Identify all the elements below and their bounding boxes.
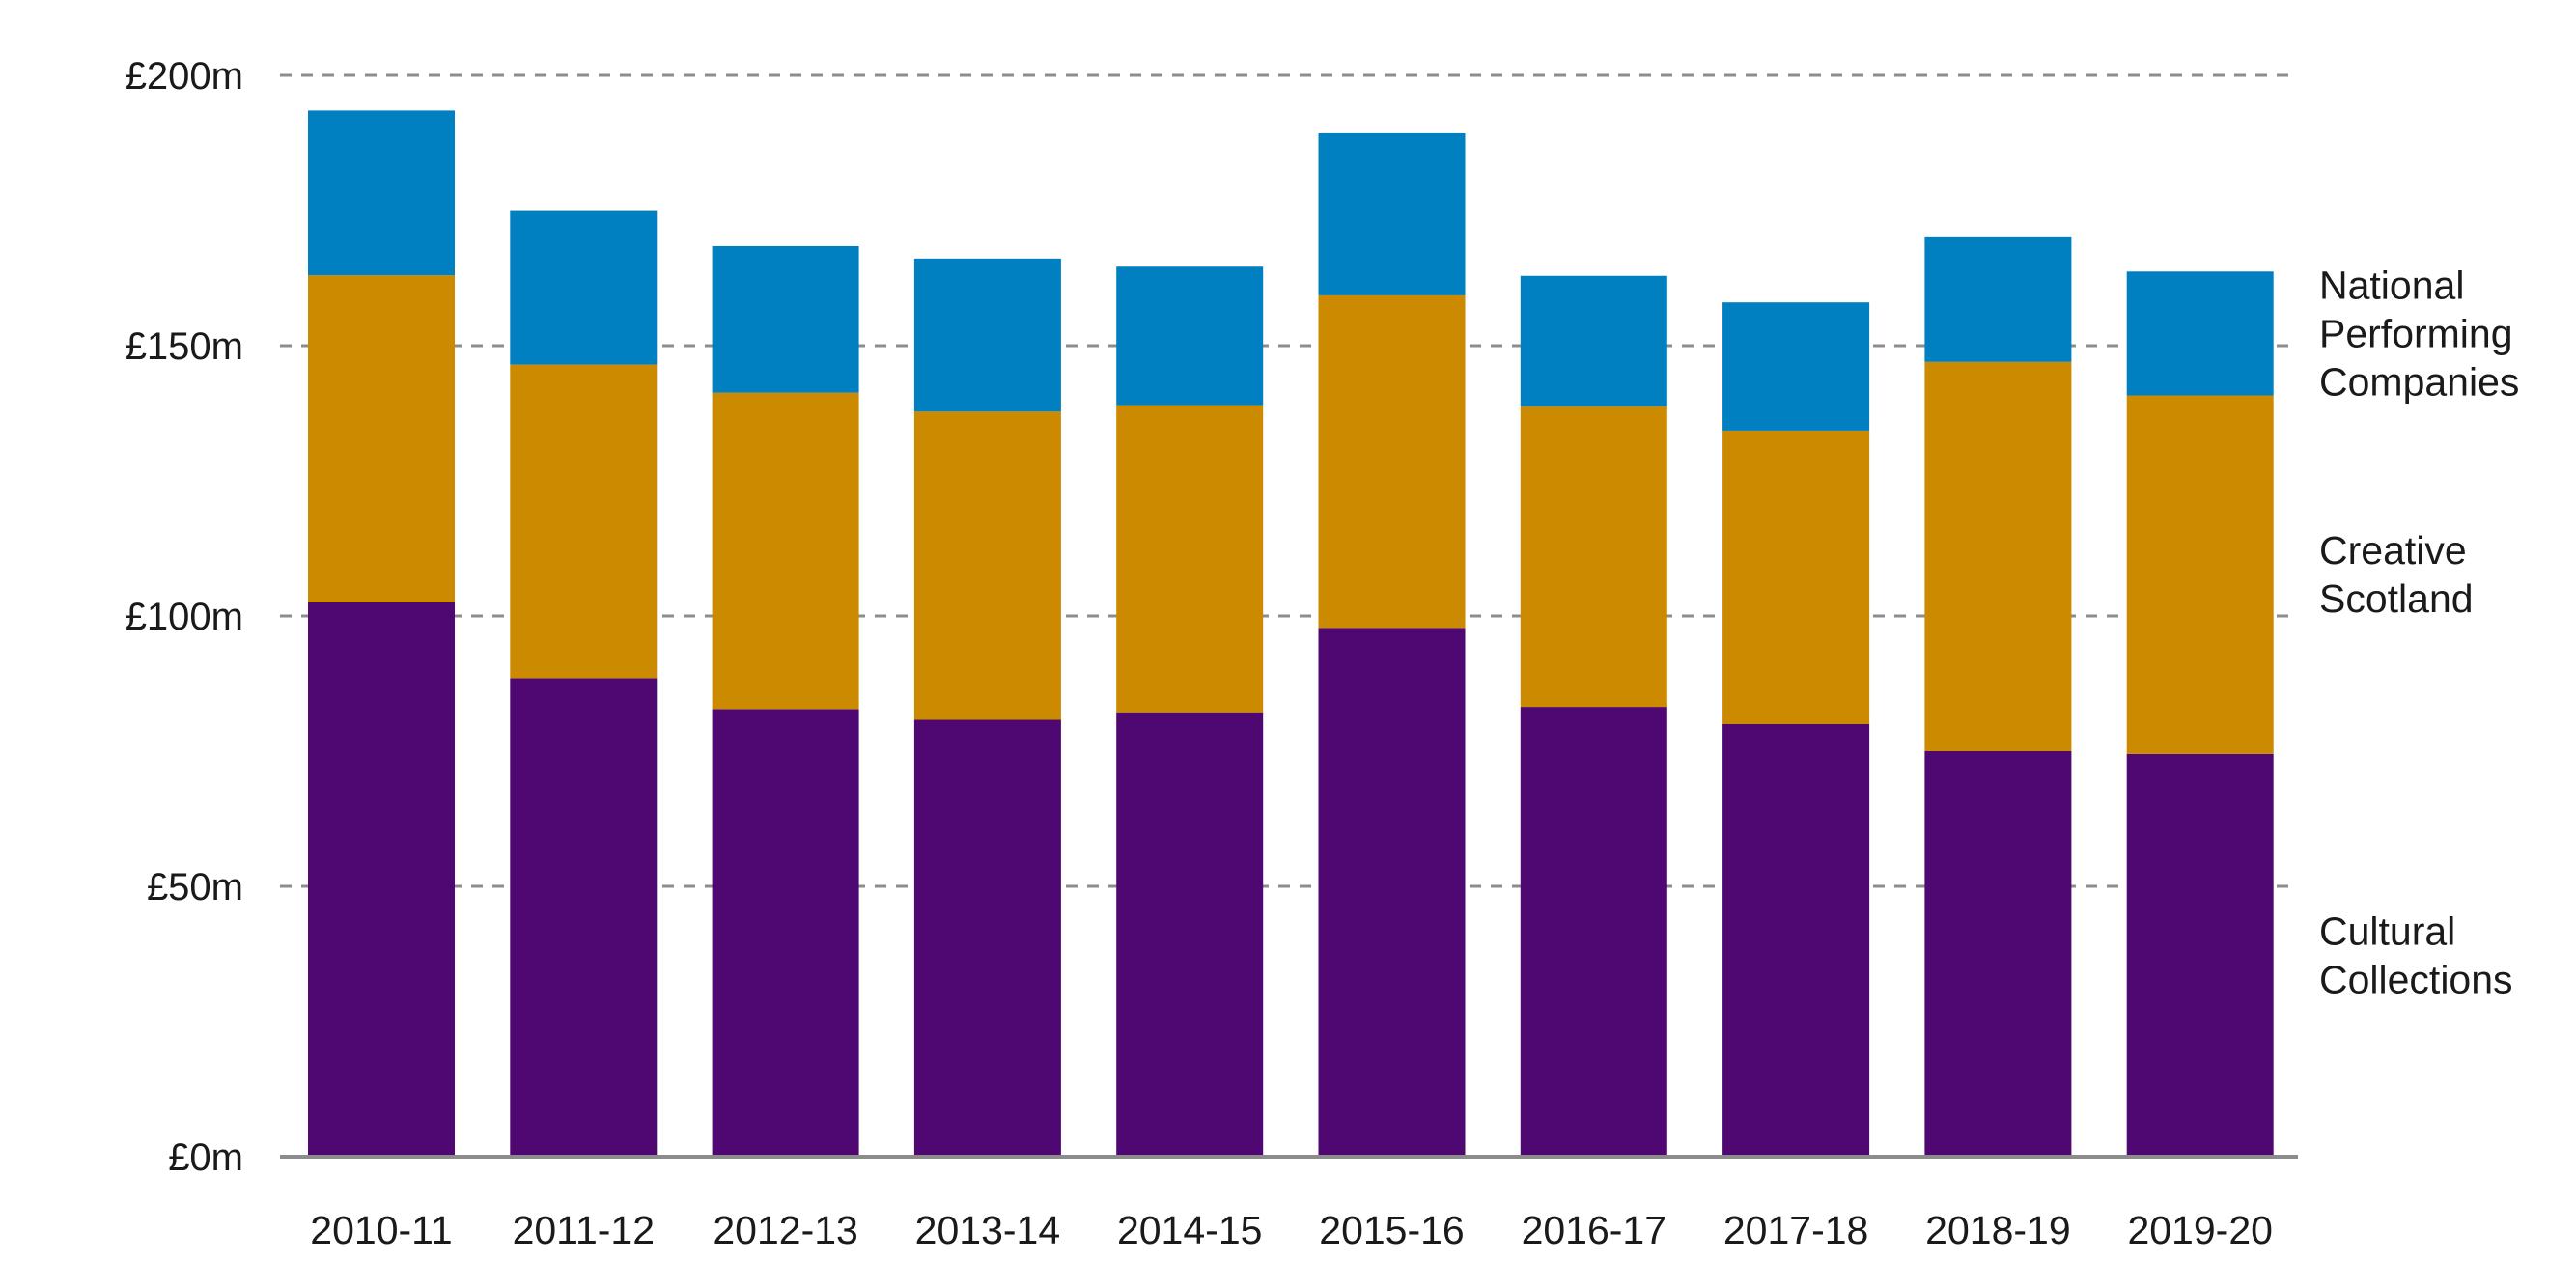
y-tick-label: £0m [168,1136,243,1179]
bar-segment [712,709,859,1157]
bar-segment [1924,236,2072,362]
bar-segment [913,258,1061,412]
legend-label-line: Creative [2319,528,2467,573]
bar-segment [510,364,658,679]
bar-segment [1520,406,1667,708]
legend-label-line: Collections [2319,957,2513,1001]
bar-segment [1318,294,1466,629]
x-tick-label: 2017-18 [1723,1208,1868,1252]
x-tick-label: 2019-20 [2127,1208,2272,1252]
bar-segment [510,210,658,365]
legend-label-line: National [2319,263,2464,307]
bar-segment [2126,395,2274,754]
y-tick-labels: £0m £50m £100m £150m £200m [126,55,243,1179]
bar-segment [308,275,455,602]
y-tick-label: £50m [147,866,243,909]
bars [308,110,2274,1157]
bar-segment [1924,751,2072,1157]
bar-segment [712,392,859,710]
x-tick-label: 2013-14 [915,1208,1060,1252]
bar-segment [1116,266,1264,406]
y-tick-label: £150m [126,325,243,368]
y-tick-label: £100m [126,596,243,638]
x-tick-label: 2018-19 [1925,1208,2070,1252]
bar-segment [712,245,859,393]
bar-segment [510,678,658,1157]
bar-segment [2126,271,2274,396]
x-tick-label: 2014-15 [1117,1208,1262,1252]
bar-segment [1722,724,1870,1157]
bar-segment [913,719,1061,1157]
bar-segment [1722,430,1870,724]
bar-segment [1318,628,1466,1157]
x-tick-label: 2015-16 [1319,1208,1464,1252]
bar-segment [2126,753,2274,1157]
x-tick-label: 2016-17 [1522,1208,1666,1252]
x-tick-labels: 2010-11 2011-12 2012-13 2013-14 2014-15 2015-… [310,1208,2273,1252]
legend-label-line: Performing [2319,311,2513,355]
bar-segment [1116,405,1264,713]
bar-segment [1520,275,1667,406]
bar-segment [1318,132,1466,295]
bar-segment [913,411,1061,720]
x-tick-label: 2011-12 [513,1208,655,1252]
y-tick-label: £200m [126,55,243,98]
bar-segment [1722,302,1870,431]
legend-label-line: Companies [2319,359,2519,404]
legend-label-line: Scotland [2319,576,2474,621]
bar-segment [1520,707,1667,1157]
bar-segment [308,602,455,1157]
x-tick-label: 2010-11 [310,1208,452,1252]
bar-segment [308,110,455,276]
x-tick-label: 2012-13 [713,1208,857,1252]
bar-segment [1116,712,1264,1157]
bar-segment [1924,361,2072,751]
legend-label-line: Cultural [2319,909,2455,953]
